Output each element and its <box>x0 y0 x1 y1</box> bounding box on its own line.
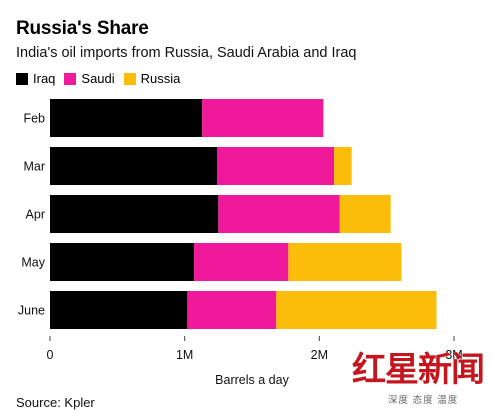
legend-item-saudi: Saudi <box>64 71 115 86</box>
bar-russia-june <box>276 291 437 329</box>
legend-item-russia: Russia <box>123 71 181 86</box>
bar-iraq-may <box>50 243 195 281</box>
bar-saudi-apr <box>218 195 340 233</box>
x-tick-label-3: 3M <box>445 348 462 362</box>
chart-subtitle: India's oil imports from Russia, Saudi A… <box>16 45 357 61</box>
bar-russia-may <box>288 243 402 281</box>
category-label-feb: Feb <box>23 112 45 126</box>
legend-label-iraq: Iraq <box>33 71 56 86</box>
watermark-text: 红星新闻 <box>352 350 485 390</box>
bar-iraq-mar <box>50 147 217 185</box>
bar-saudi-feb <box>202 99 324 137</box>
x-tick-label-0: 0 <box>47 348 54 362</box>
bar-russia-apr <box>339 195 391 233</box>
legend-label-russia: Russia <box>140 71 181 86</box>
legend-label-saudi: Saudi <box>81 71 115 86</box>
legend: Iraq Saudi Russia <box>16 71 189 86</box>
bar-saudi-may <box>194 243 289 281</box>
legend-swatch-saudi <box>64 72 77 85</box>
bar-iraq-apr <box>50 195 219 233</box>
bar-iraq-june <box>50 291 188 329</box>
x-tick-label-1: 1M <box>176 348 193 362</box>
legend-item-iraq: Iraq <box>16 71 55 86</box>
legend-swatch-russia <box>123 72 136 85</box>
watermark-logo: 红星新闻 深度 态度 温度 <box>352 342 490 412</box>
bar-saudi-june <box>187 291 277 329</box>
x-tick-label-2: 2M <box>311 348 328 362</box>
bar-iraq-feb <box>50 99 203 137</box>
category-label-mar: Mar <box>23 160 45 174</box>
bar-russia-mar <box>334 147 352 185</box>
watermark-tagline: 深度 态度 温度 <box>388 395 459 406</box>
x-axis-label: Barrels a day <box>215 373 289 387</box>
category-label-apr: Apr <box>26 208 45 222</box>
chart-title: Russia's Share <box>16 18 149 39</box>
category-label-june: June <box>18 304 45 318</box>
bar-saudi-mar <box>216 147 335 185</box>
category-label-may: May <box>21 256 45 270</box>
legend-swatch-iraq <box>16 72 28 85</box>
source-note: Source: Kpler <box>16 395 95 410</box>
